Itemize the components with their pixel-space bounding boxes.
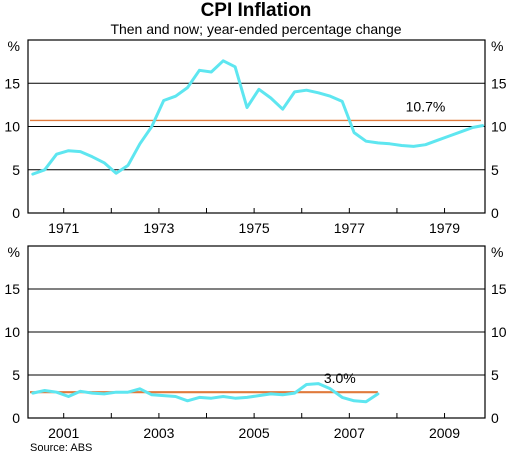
x-tick-label: 1975 — [239, 220, 270, 236]
y-axis-unit-left: % — [8, 38, 20, 54]
y-tick-label-right: 0 — [491, 410, 499, 426]
chart-title: CPI Inflation — [201, 0, 312, 21]
source-note: Source: ABS — [30, 442, 92, 453]
x-tick-label: 1973 — [143, 220, 174, 236]
x-tick-label: 2009 — [429, 425, 460, 441]
y-axis-unit-right: % — [491, 244, 503, 260]
cpi-series-line — [31, 382, 380, 404]
y-tick-label-left: 5 — [12, 367, 20, 383]
y-tick-label-left: 5 — [12, 162, 20, 178]
y-tick-label-left: 10 — [4, 119, 20, 135]
cpi-series-line — [31, 59, 485, 176]
y-tick-label-left: 0 — [12, 410, 20, 426]
y-tick-label-left: 15 — [4, 281, 20, 297]
y-tick-label-left: 0 — [12, 205, 20, 221]
x-tick-label: 1971 — [48, 220, 79, 236]
y-tick-label-right: 5 — [491, 162, 499, 178]
chart-subtitle: Then and now; year-ended percentage chan… — [110, 21, 401, 37]
x-tick-label: 2007 — [334, 425, 365, 441]
y-axis-unit-left: % — [8, 244, 20, 260]
plot-frame — [27, 39, 486, 214]
bottom-panel: 0 0 5 5 10 10 15 15% % 2001 2003 2005 2007 2009 3.0% — [4, 244, 506, 441]
top-panel: 0 0 5 5 10 10 15 15% % 1971 1973 1975 1977 1979 10.7% — [4, 38, 506, 236]
x-tick-label: 1977 — [334, 220, 365, 236]
x-tick-label: 2001 — [48, 425, 79, 441]
y-tick-label-right: 10 — [491, 324, 507, 340]
x-tick-label: 1979 — [429, 220, 460, 236]
y-tick-label-left: 10 — [4, 324, 20, 340]
average-label: 3.0% — [324, 370, 356, 386]
y-tick-label-right: 5 — [491, 367, 499, 383]
x-tick-label: 2003 — [143, 425, 174, 441]
y-axis-unit-right: % — [491, 38, 503, 54]
plot-frame — [27, 245, 486, 419]
y-tick-label-right: 15 — [491, 75, 507, 91]
y-tick-label-left: 15 — [4, 75, 20, 91]
y-tick-label-right: 10 — [491, 119, 507, 135]
y-tick-label-right: 15 — [491, 281, 507, 297]
y-tick-label-right: 0 — [491, 205, 499, 221]
average-label: 10.7% — [406, 98, 446, 114]
x-tick-label: 2005 — [239, 425, 270, 441]
